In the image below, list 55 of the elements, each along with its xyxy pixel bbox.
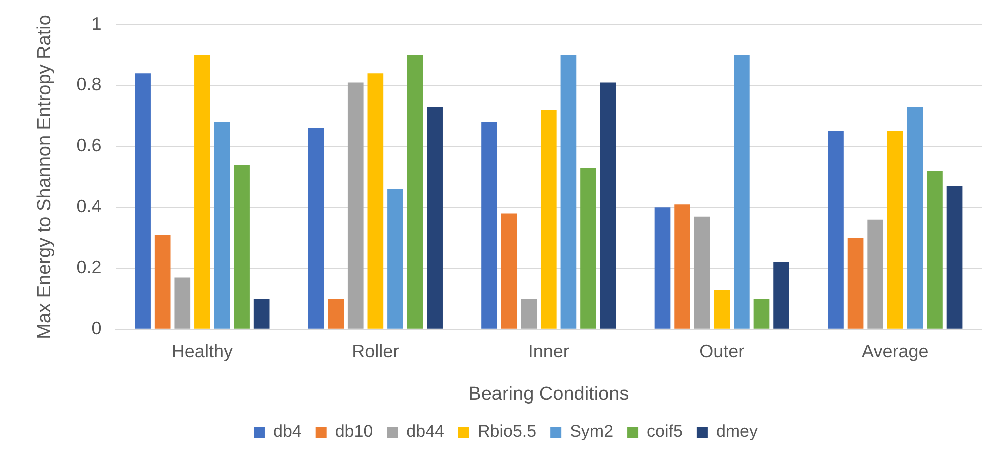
bar [828,131,844,329]
bar [348,82,364,329]
bar [560,55,577,329]
bar [154,235,171,329]
y-tick-label: 0.2 [76,258,102,278]
bar [848,238,864,329]
bar [907,107,924,329]
bar [308,128,324,329]
bar [714,290,730,329]
x-tick-label: Average [862,341,929,362]
bar [946,186,963,329]
bar [388,189,404,329]
bar [654,208,671,329]
bar [694,216,710,329]
bar [774,262,790,329]
bar [754,299,770,329]
bar [580,168,596,329]
bar [234,165,250,329]
bar [328,299,344,329]
legend-label: db4 [273,422,302,442]
x-tick-label: Inner [528,341,570,362]
y-tick-label: 0.8 [76,74,102,95]
bar [194,55,210,329]
legend-label: dmey [716,422,759,442]
y-tick-label: 0.4 [76,196,102,217]
bar [501,214,518,329]
bar [868,220,884,329]
bar [887,131,904,329]
y-axis-title: Max Energy to Shannon Entropy Ratio [34,15,56,340]
bar [407,55,424,329]
x-tick-label: Roller [352,341,400,362]
legend-label: db10 [335,422,374,442]
bar [734,55,750,329]
x-tick-label: Healthy [172,341,233,362]
legend-label: coif5 [647,422,683,442]
bar [927,171,943,329]
bar [135,74,151,329]
bar [482,122,498,329]
bar [174,278,191,329]
y-tick-label: 0 [92,318,102,339]
bar [368,74,384,329]
x-tick-label: Outer [700,341,745,362]
x-axis-title: Bearing Conditions [468,384,630,405]
bar [540,110,557,329]
y-tick-label: 0.6 [76,136,102,156]
legend-label: db44 [406,422,444,442]
bar [214,122,230,329]
y-tick-label: 1 [92,14,102,34]
bar [254,299,270,329]
bar [427,107,443,329]
legend-label: Sym2 [570,422,614,442]
bar [600,82,616,329]
bar [674,204,690,329]
legend-label: Rbio5.5 [478,422,537,442]
bar [521,299,538,329]
